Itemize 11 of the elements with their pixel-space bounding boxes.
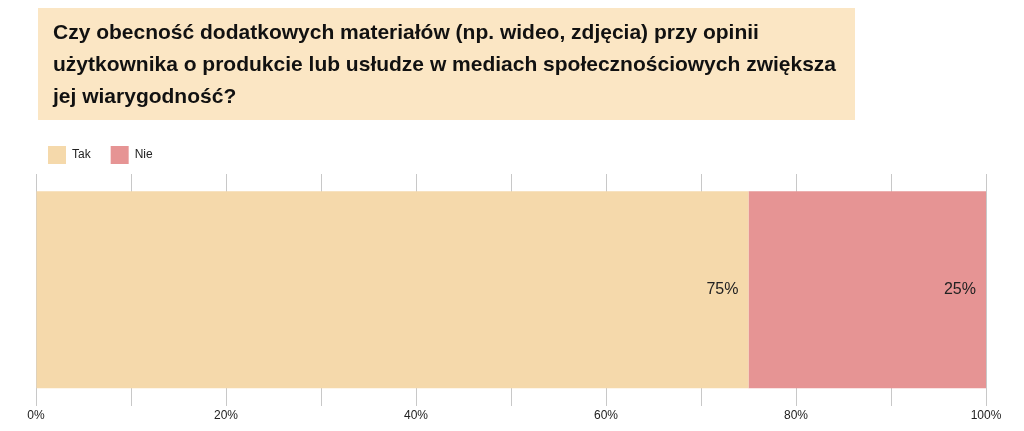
legend-label: Nie [134, 147, 154, 162]
x-tick-label: 0% [27, 408, 45, 423]
data-label: 25% [943, 280, 976, 298]
legend-label: Tak [72, 147, 92, 162]
x-tick-label: 100% [970, 408, 1002, 423]
data-label: 75% [706, 280, 739, 298]
x-tick-label: 40% [403, 408, 429, 423]
chart-title: Czy obecność dodatkowych materiałów (np. wideo, zdjęcia) przy opinii użytkownika o produkcie lub usłudze w mediach społecznościowych zwiększa jej wiarygodność? [38, 8, 855, 120]
x-tick-label: 80% [783, 408, 809, 423]
x-tick-label: 20% [213, 408, 239, 423]
x-tick-label: 60% [593, 408, 619, 423]
